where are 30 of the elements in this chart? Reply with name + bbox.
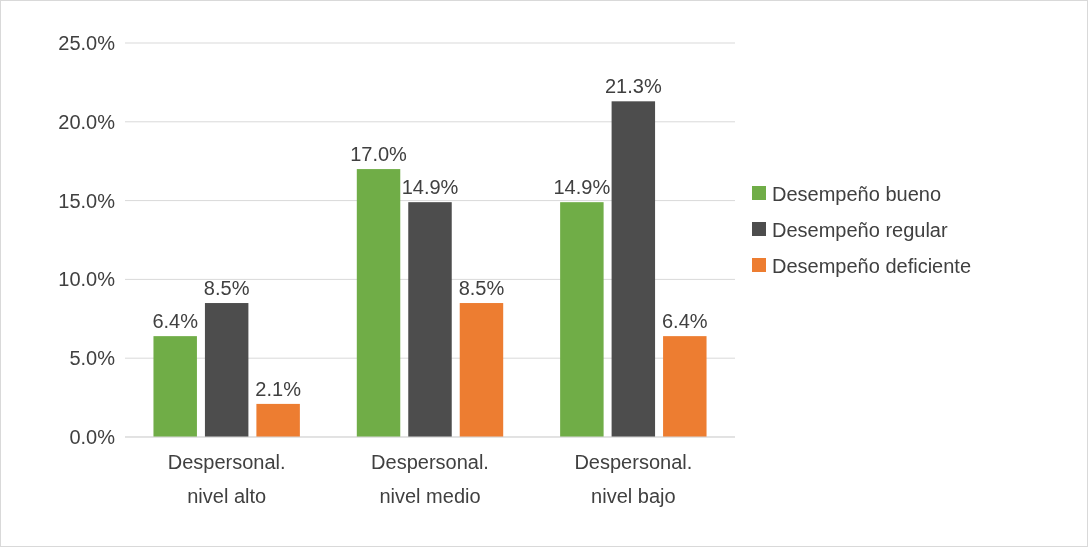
y-tick-label: 0.0%: [69, 426, 116, 448]
y-tick-label: 10.0%: [58, 268, 116, 291]
legend-label: Desempeño bueno: [772, 183, 942, 205]
data-label: 8.5%: [203, 277, 250, 300]
data-label: 14.9%: [401, 176, 459, 199]
data-label: 6.4%: [662, 310, 708, 333]
x-tick-label: Despersonal. nivel bajo: [574, 451, 693, 507]
legend-label: Desempeño deficiente: [772, 255, 972, 277]
y-tick-label: 15.0%: [58, 189, 116, 212]
data-label: 14.9%: [553, 176, 611, 199]
data-label: 21.3%: [604, 75, 662, 98]
x-tick-label: Despersonal. nivel medio: [371, 451, 489, 507]
data-label: 17.0%: [350, 143, 408, 166]
y-tick-label: 5.0%: [69, 347, 116, 370]
bar: [356, 169, 401, 437]
y-tick-label: 25.0%: [58, 32, 116, 54]
bar: [153, 336, 197, 437]
y-tick-label: 20.0%: [58, 110, 116, 133]
bar: [459, 303, 504, 437]
data-label: 6.4%: [152, 310, 199, 333]
bar: [611, 101, 656, 437]
bar: [560, 202, 604, 437]
bar: [256, 403, 300, 437]
legend-label: Desempeño regular: [772, 219, 948, 241]
x-tick-label: Despersonal. nivel alto: [167, 451, 286, 507]
data-label: 8.5%: [458, 277, 505, 300]
data-label: 2.1%: [255, 377, 302, 400]
bar: [663, 336, 707, 437]
bar: [408, 202, 452, 437]
bar: [204, 303, 249, 437]
